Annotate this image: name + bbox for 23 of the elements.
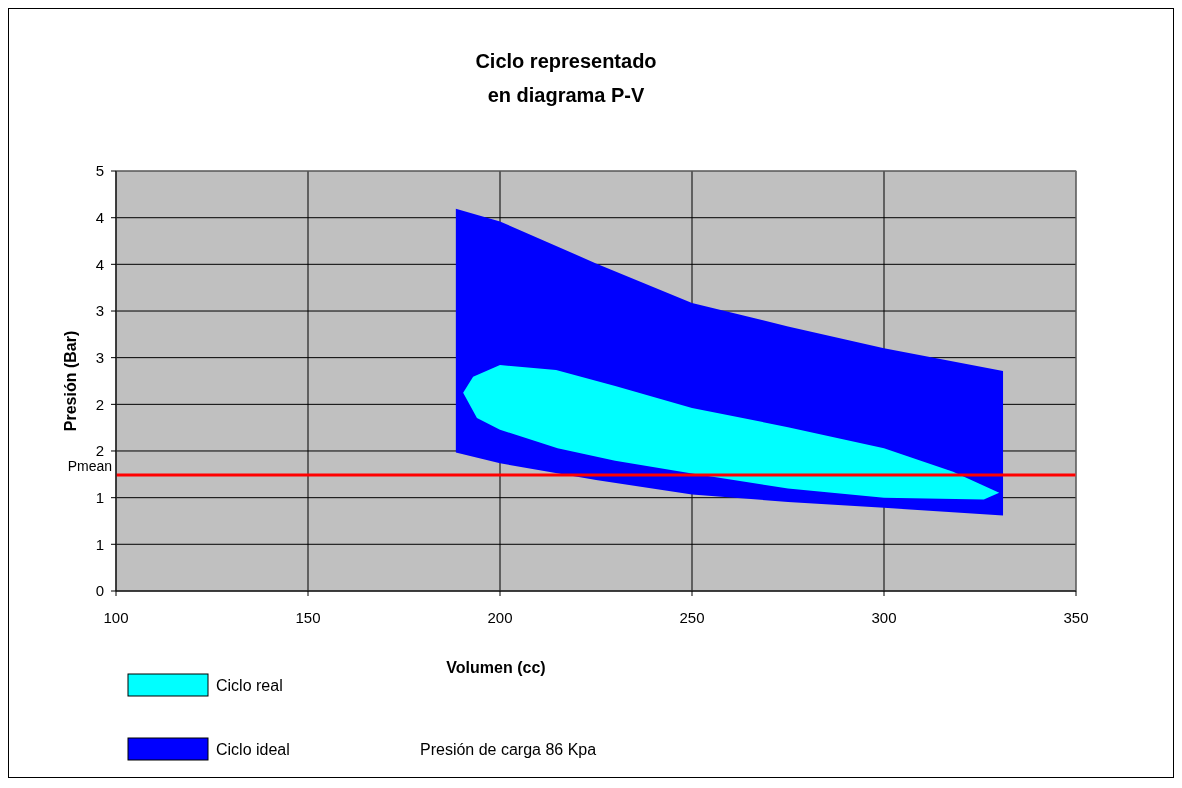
x-tick-label: 150 (295, 609, 321, 626)
legend-label: Ciclo ideal (216, 740, 290, 758)
y-tick-label: 1 (95, 535, 104, 553)
y-tick-label: 4 (95, 208, 104, 226)
y-tick-label: 3 (95, 302, 104, 320)
x-tick-label: 200 (487, 609, 513, 626)
text: Presión de carga 86 Kpa (420, 740, 597, 758)
y-tick-label: 0 (95, 582, 104, 600)
x-tick-label: 250 (679, 609, 705, 626)
y-axis-title: Presión (Bar) (62, 330, 79, 432)
x-tick-label: 100 (103, 609, 129, 626)
legend-label: Ciclo real (216, 676, 283, 694)
y-tick-label: 2 (95, 395, 104, 413)
y-tick-label: 5 (95, 162, 104, 180)
ref-line-label: Pmean (67, 458, 112, 475)
y-tick-label: 1 (95, 488, 104, 506)
y-tick-label: 4 (95, 255, 104, 273)
y-tick-label: 3 (95, 348, 104, 366)
y-tick-label: 2 (95, 442, 104, 460)
chart-title: Ciclo representado en diagrama P-V (475, 50, 657, 106)
x-tick-label: 300 (871, 609, 897, 626)
x-tick-label: 350 (1063, 609, 1089, 626)
x-axis-title: Volumen (cc) (446, 659, 546, 676)
